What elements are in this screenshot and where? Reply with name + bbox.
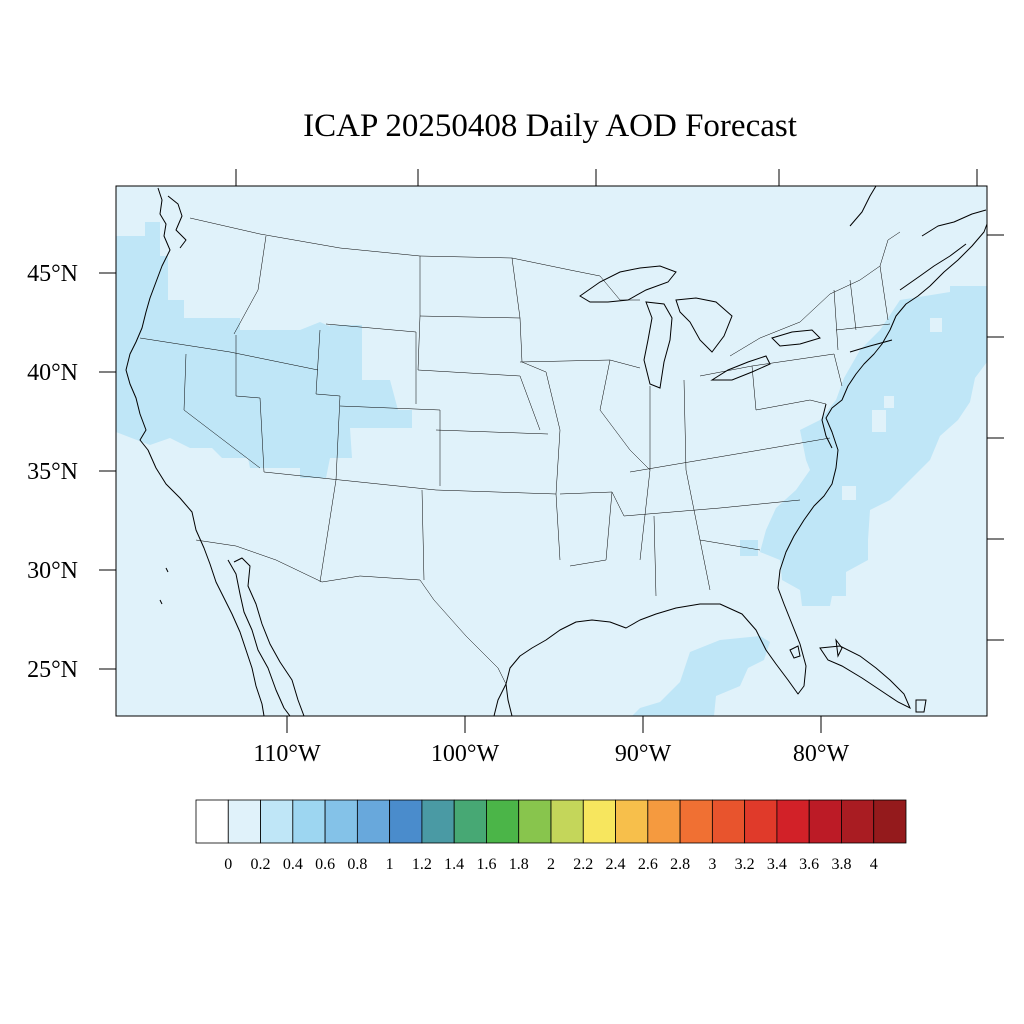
lon-label-80w: 80°W [793,741,850,767]
colorbar-label: 1 [386,856,394,873]
colorbar-label: 0.4 [283,856,303,873]
colorbar-box [647,799,681,844]
colorbar-box [679,799,713,844]
colorbar-label: 2.4 [606,856,626,873]
colorbar-label: 3.2 [735,856,755,873]
lat-label-25: 25°N [27,657,78,683]
colorbar-box [453,799,487,844]
colorbar-box [615,799,649,844]
colorbar-label: 3.8 [831,856,851,873]
plume-gap [930,318,942,332]
lake-superior [579,265,677,303]
gulf-plume [632,636,770,716]
lake-huron [675,297,733,353]
colorbar-box [776,799,810,844]
lake-erie [710,355,771,381]
island [835,638,843,658]
map-area [116,186,987,716]
colorbar-label: 1.6 [476,856,496,873]
colorbar-label: 2.2 [573,856,593,873]
lat-label-35: 35°N [27,459,78,485]
colorbar-box [486,799,520,844]
map-frame [115,185,988,717]
colorbar-box [841,799,875,844]
colorbar-box [195,799,229,844]
colorbar-label: 3.6 [799,856,819,873]
great-basin-plume [330,325,362,392]
plume-gap [872,410,886,432]
us-canada-border-east [729,231,901,357]
lake-michigan [643,301,673,389]
right-ticks [987,234,1004,641]
colorbar-box [582,799,616,844]
great-lakes [579,265,821,389]
west-coast-plume [116,222,412,478]
lon-label-100w: 100°W [431,741,500,767]
lat-label-30: 30°N [27,558,78,584]
left-ticks [99,272,116,670]
coastline [125,186,987,716]
colorbar-label: 4 [870,856,878,873]
lake-ontario [771,329,821,347]
colorbar-box [711,799,746,844]
political-borders [139,217,901,685]
colorbar-label: 0.6 [315,856,335,873]
colorbar-label: 2 [547,856,555,873]
lon-label-110w: 110°W [253,741,321,767]
colorbar-label: 2.8 [670,856,690,873]
colorbar-box [873,799,907,844]
colorbar-box [324,799,358,844]
colorbar-label: 2.6 [638,856,658,873]
top-ticks [235,169,978,186]
colorbar-box [356,799,391,844]
colorbar-label: 3 [708,856,716,873]
map-title: ICAP 20250408 Daily AOD Forecast [303,108,797,144]
channel-islands [159,567,169,605]
colorbar-box [518,799,552,844]
lat-label-40: 40°N [27,360,78,386]
colorbar-label: 1.4 [444,856,464,873]
island [915,699,927,713]
lon-label-90w: 90°W [615,741,672,767]
colorbar-label: 3.4 [767,856,787,873]
colorbar-box [421,799,455,844]
cuba [819,645,911,710]
lat-label-45: 45°N [27,261,78,287]
islands [159,567,927,713]
colorbar-box [227,799,261,844]
bottom-ticks [286,716,822,733]
colorbar-box [260,799,294,844]
colorbar-label: 0 [224,856,232,873]
colorbar-label: 0.2 [251,856,271,873]
us-mexico-border [195,539,507,685]
colorbar-label: 1.2 [412,856,432,873]
plume-gap [884,396,894,408]
atlantic-plume [760,286,987,606]
colorbar-box [744,799,778,844]
colorbar-label: 1.8 [509,856,529,873]
colorbar-box [292,799,326,844]
colorbar: 0 0.2 0.4 0.6 0.8 1 1.2 1.4 1.6 1.8 2 2.2 2.4 2.6 2.8 3… [195,799,907,873]
colorbar-label: 0.8 [347,856,367,873]
island [789,645,801,659]
colorbar-box [389,799,423,844]
plume-gap [842,486,856,500]
colorbar-box [808,799,842,844]
colorbar-box [550,799,584,844]
